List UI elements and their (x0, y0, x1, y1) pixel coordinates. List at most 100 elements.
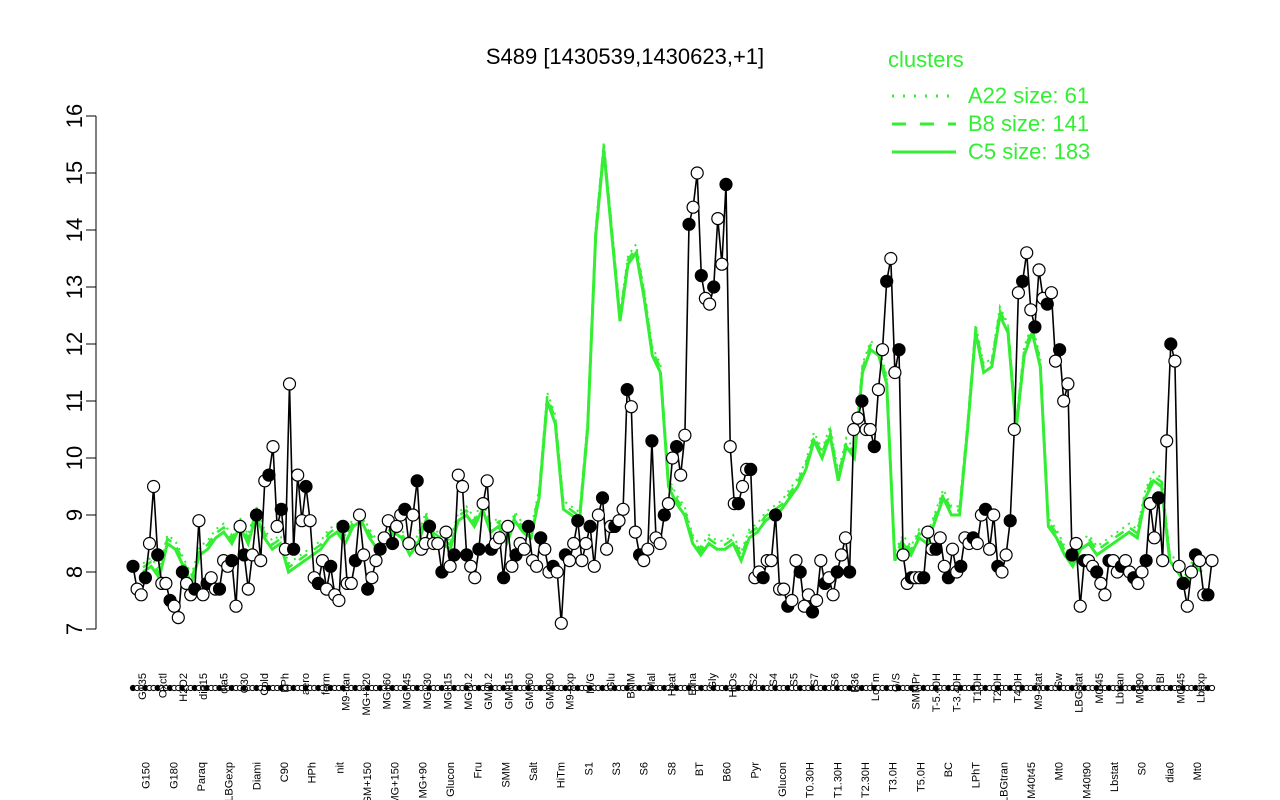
data-point (842, 565, 857, 579)
legend-title: clusters (888, 47, 964, 72)
x-tick-label-bottom: Mt0 (1192, 762, 1204, 780)
data-point (142, 536, 157, 551)
y-tick-label: 16 (62, 104, 87, 128)
data-point (591, 508, 606, 522)
x-tick-label-bottom: T1.30H (832, 762, 844, 798)
x-tick-label-top: M0t45 (1094, 673, 1106, 704)
data-point (744, 462, 758, 476)
data-point (571, 514, 585, 528)
data-point (171, 610, 185, 625)
data-point (151, 548, 165, 562)
data-point (550, 565, 564, 579)
x-tick-label-bottom: SMM (500, 762, 512, 788)
data-point (702, 297, 717, 311)
data-point (324, 559, 338, 573)
data-point (254, 553, 268, 568)
x-tick-label-top: T-3.40H (951, 673, 963, 712)
x-tick-label-bottom: S6 (639, 762, 651, 775)
x-tick-label-top: LoTm (870, 673, 882, 701)
x-tick-label-top: M9-stat (1033, 673, 1045, 710)
x-tick-label-top: aero (300, 673, 312, 695)
data-point (534, 531, 548, 545)
data-point (529, 559, 544, 573)
data-point (1094, 576, 1108, 591)
x-tick-label-bottom: Glucon (445, 762, 457, 797)
data-point (756, 571, 770, 585)
y-tick-label: 13 (62, 275, 87, 299)
y-tick-label: 14 (62, 218, 87, 242)
x-tick-label-bottom: T5.0H (915, 762, 927, 792)
x-tick-label-top: T4.0H (1013, 673, 1025, 703)
data-point (212, 582, 227, 596)
data-point (768, 508, 783, 522)
data-point (422, 519, 437, 534)
data-point (929, 542, 943, 556)
data-point (138, 571, 152, 585)
cluster-b8-line (142, 145, 1203, 583)
x-tick-label-bottom: S3 (611, 762, 623, 775)
data-point (1168, 354, 1182, 368)
x-tick-label-bottom: T0.30H (805, 762, 817, 798)
data-point (562, 553, 577, 568)
data-point (175, 565, 189, 579)
gene-profile-line (132, 172, 1213, 624)
data-point (1135, 565, 1149, 579)
data-point (1057, 394, 1071, 408)
x-tick-label-bottom: B60 (722, 762, 734, 782)
data-point (225, 553, 239, 568)
data-point (282, 377, 297, 391)
data-point (357, 548, 371, 562)
data-point (402, 536, 416, 551)
x-tick-label-top: Mal (646, 673, 658, 691)
data-point (723, 440, 737, 454)
x-tick-label-top: BI (1155, 673, 1167, 683)
x-tick-label-bottom: nit (334, 762, 346, 774)
x-tick-label-bottom: T3.0H (888, 762, 900, 792)
data-point (871, 383, 886, 397)
data-point (1098, 588, 1112, 602)
data-point (352, 508, 367, 522)
x-tick-label-bottom: S0 (1137, 762, 1149, 775)
data-point (1020, 246, 1034, 260)
x-tick-label-top: dia5 (219, 673, 231, 694)
data-point (1151, 491, 1166, 505)
x-tick-label-top: M0t45 (1175, 673, 1187, 704)
x-tick-label-top: MG+60 (381, 673, 393, 709)
data-point (678, 428, 692, 442)
data-point (1032, 263, 1046, 277)
x-tick-label-top: S2 (748, 673, 760, 686)
data-point (764, 553, 778, 568)
data-point (521, 519, 536, 534)
x-tick-label-top: Heat (666, 673, 678, 696)
x-tick-label-bottom: Pyr (749, 762, 761, 779)
data-point (814, 553, 828, 568)
x-tick-label-top: Sw (1053, 673, 1065, 688)
data-point (995, 565, 1009, 579)
x-tick-label-bottom: LBGexp (224, 762, 236, 800)
y-axis: 7 8 9 10 11 12 13 14 15 16 (62, 104, 97, 635)
x-tick-label-top: Cold (259, 673, 271, 696)
cluster-c5-line (142, 150, 1203, 588)
x-tick-label-top: GM-0.2 (483, 673, 495, 710)
x-tick-label-bottom: HiTm (556, 762, 568, 788)
x-tick-label-top: GM+90 (544, 673, 556, 709)
data-point (896, 548, 910, 562)
data-point (1180, 599, 1194, 613)
data-point (917, 571, 931, 585)
x-tick-label-top: MG-0.2 (463, 673, 475, 710)
data-point (167, 599, 181, 613)
data-point (1201, 588, 1215, 602)
data-point (888, 365, 902, 380)
data-point (880, 274, 894, 288)
data-point (147, 479, 161, 494)
data-point (439, 525, 453, 539)
x-tick-label-bottom: MG+150 (390, 762, 402, 800)
data-point (274, 502, 288, 516)
x-tick-label-top: M/G (585, 673, 597, 694)
data-point (637, 553, 651, 568)
legend-label: C5 size: 183 (968, 139, 1090, 164)
x-tick-label-bottom: C90 (279, 762, 291, 782)
x-tick-label-bottom: Diami (251, 762, 263, 790)
data-point (641, 542, 655, 556)
x-tick-label-bottom: T2.30H (860, 762, 872, 798)
